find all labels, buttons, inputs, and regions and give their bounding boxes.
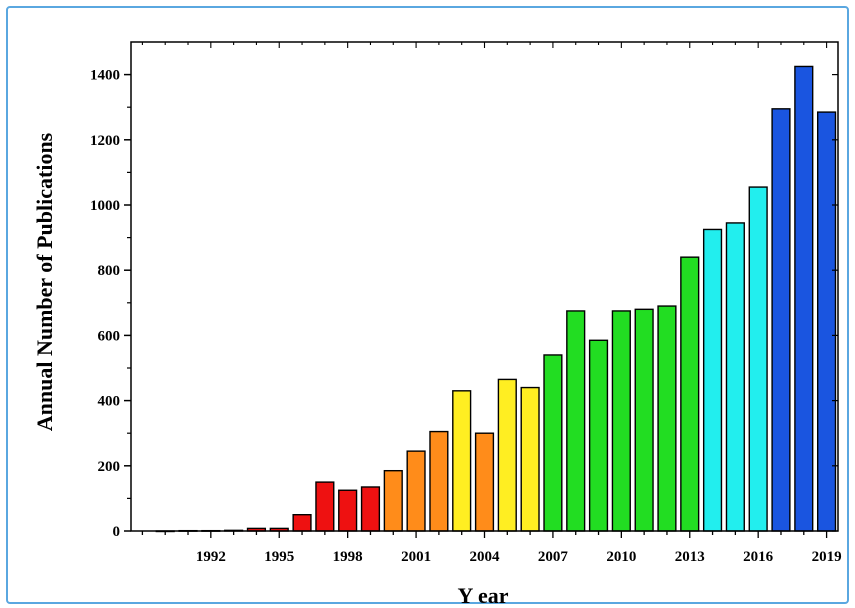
x-tick-label-2013: 2013 [675, 549, 705, 565]
x-tick-label-1995: 1995 [264, 549, 294, 565]
y-tick-label-1000: 1000 [90, 198, 120, 214]
bar-2004 [474, 432, 495, 532]
bar-2008 [566, 310, 586, 532]
axes-group [124, 41, 839, 538]
bar-2009 [588, 339, 609, 532]
x-tick-label-2001: 2001 [401, 549, 431, 565]
x-tick-label-2010: 2010 [606, 549, 636, 565]
x-axis-title: Y ear [457, 583, 508, 608]
tick-labels-group: 0 200 400 600 800 1000 1200 1400 1992 1995 1998 200… [90, 68, 842, 565]
x-tick-label-1992: 1992 [196, 549, 226, 565]
bar-2000 [383, 469, 403, 532]
bar-1996 [292, 514, 312, 532]
bar-2005 [497, 378, 517, 532]
bar-2018 [794, 65, 814, 532]
y-tick-label-400: 400 [98, 394, 121, 410]
bars-group [155, 65, 837, 533]
bar-2006 [520, 386, 540, 532]
y-tick-label-1400: 1400 [90, 68, 120, 84]
y-tick-label-800: 800 [98, 263, 121, 279]
y-tick-label-600: 600 [98, 328, 121, 344]
x-tick-label-1998: 1998 [333, 549, 363, 565]
y-tick-label-200: 200 [98, 459, 121, 475]
bar-2013 [680, 256, 700, 532]
bar-2019 [817, 111, 837, 532]
bar-2003 [452, 390, 472, 532]
bar-2011 [634, 308, 654, 532]
x-tick-label-2019: 2019 [812, 549, 842, 565]
bar-2001 [406, 450, 426, 532]
x-tick-label-2007: 2007 [538, 549, 569, 565]
bar-2016 [748, 186, 768, 532]
y-tick-label-1200: 1200 [90, 133, 120, 149]
bar-2010 [611, 310, 631, 532]
bar-2014 [702, 228, 723, 532]
bar-2015 [725, 222, 745, 532]
bar-2007 [543, 354, 563, 532]
x-tick-label-2016: 2016 [743, 549, 774, 565]
bar-1998 [338, 489, 358, 532]
y-axis-title: Annual Number of Publications [32, 132, 57, 431]
bar-2002 [429, 430, 449, 532]
y-tick-label-0: 0 [113, 524, 121, 540]
bar-2012 [657, 305, 677, 532]
bar-1997 [315, 481, 335, 532]
x-tick-label-2004: 2004 [470, 549, 501, 565]
bar-2017 [771, 108, 791, 532]
bar-1999 [360, 486, 381, 532]
